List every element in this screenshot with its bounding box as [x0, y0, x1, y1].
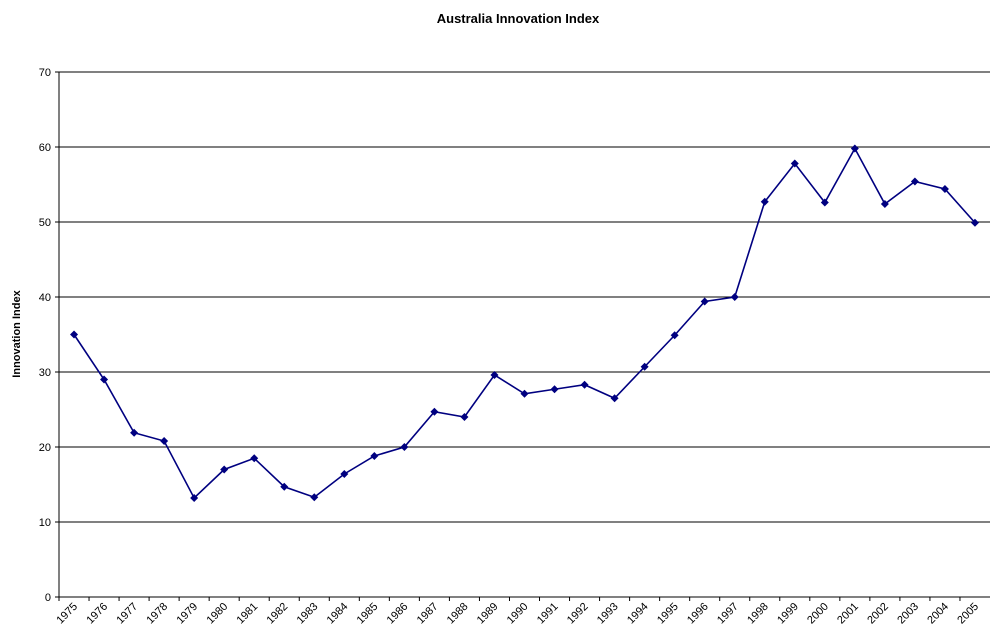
marker — [970, 218, 979, 227]
marker — [460, 413, 469, 421]
y-tick-label: 30 — [39, 367, 51, 379]
marker — [670, 331, 679, 340]
x-tick-label: 1979 — [174, 601, 200, 627]
marker — [160, 437, 169, 445]
marker — [400, 443, 409, 451]
marker — [340, 470, 349, 478]
x-tick-label: 2005 — [955, 601, 981, 627]
marker — [730, 293, 739, 301]
x-tick-label: 1984 — [325, 601, 351, 627]
x-tick-label: 1998 — [745, 601, 771, 627]
line — [73, 146, 976, 500]
x-tick-label: 1975 — [54, 601, 80, 627]
x-tick-label: 1985 — [355, 601, 381, 627]
marker — [610, 394, 619, 403]
x-tick-label: 2004 — [925, 601, 951, 627]
x-tick-label: 1976 — [84, 601, 110, 627]
x-tick-label: 1996 — [685, 601, 711, 627]
x-tick-label: 2003 — [895, 601, 921, 627]
x-tick-label: 1989 — [475, 601, 501, 627]
x-tick-label: 1997 — [715, 601, 741, 627]
x-tick-label: 1980 — [205, 601, 231, 627]
x-tick-label: 1988 — [445, 601, 471, 627]
marker — [940, 185, 949, 193]
marker — [490, 371, 499, 379]
marker — [250, 454, 259, 463]
x-tick-label: 1991 — [535, 601, 561, 627]
x-tick-label: 1993 — [595, 601, 621, 627]
marker — [880, 200, 889, 208]
marker — [190, 494, 199, 502]
marker — [850, 144, 859, 153]
marker — [760, 197, 769, 206]
marker — [580, 380, 589, 389]
y-tick-label: 20 — [39, 442, 51, 454]
x-tick-label: 1986 — [385, 601, 411, 627]
x-tick-label: 1995 — [655, 601, 681, 627]
marker — [430, 407, 439, 416]
y-tick-label: 50 — [39, 217, 51, 229]
x-tick-label: 2002 — [865, 601, 891, 627]
y-axis-label: Innovation Index — [11, 289, 23, 377]
marker — [550, 385, 559, 394]
marker — [70, 330, 79, 339]
x-tick-label: 1981 — [235, 601, 261, 627]
x-tick-label: 1990 — [505, 601, 531, 627]
marker — [700, 297, 709, 306]
x-tick-label: 2001 — [835, 601, 861, 627]
marker — [280, 482, 289, 491]
marker — [640, 362, 649, 371]
x-tick-label: 1999 — [775, 601, 801, 627]
marker — [790, 159, 799, 168]
x-tick-label: 1982 — [265, 601, 291, 627]
marker — [520, 389, 529, 398]
marker — [370, 452, 379, 460]
chart-title: Australia Innovation Index — [437, 11, 600, 26]
x-tick-label: 1992 — [565, 601, 591, 627]
marker — [310, 493, 319, 502]
marker — [820, 198, 829, 207]
x-tick-label: 1978 — [144, 601, 170, 627]
y-tick-label: 40 — [39, 292, 51, 304]
x-tick-label: 1983 — [295, 601, 321, 627]
y-tick-label: 10 — [39, 517, 51, 529]
x-tick-label: 1987 — [415, 601, 441, 627]
marker — [130, 428, 139, 437]
y-tick-label: 0 — [45, 592, 51, 604]
marker — [220, 465, 229, 474]
x-tick-label: 1977 — [114, 601, 140, 627]
marker — [100, 375, 109, 384]
marker — [910, 177, 919, 186]
y-tick-label: 70 — [39, 67, 51, 79]
x-tick-label: 1994 — [625, 601, 651, 627]
y-tick-label: 60 — [39, 142, 51, 154]
x-tick-label: 2000 — [805, 601, 831, 627]
